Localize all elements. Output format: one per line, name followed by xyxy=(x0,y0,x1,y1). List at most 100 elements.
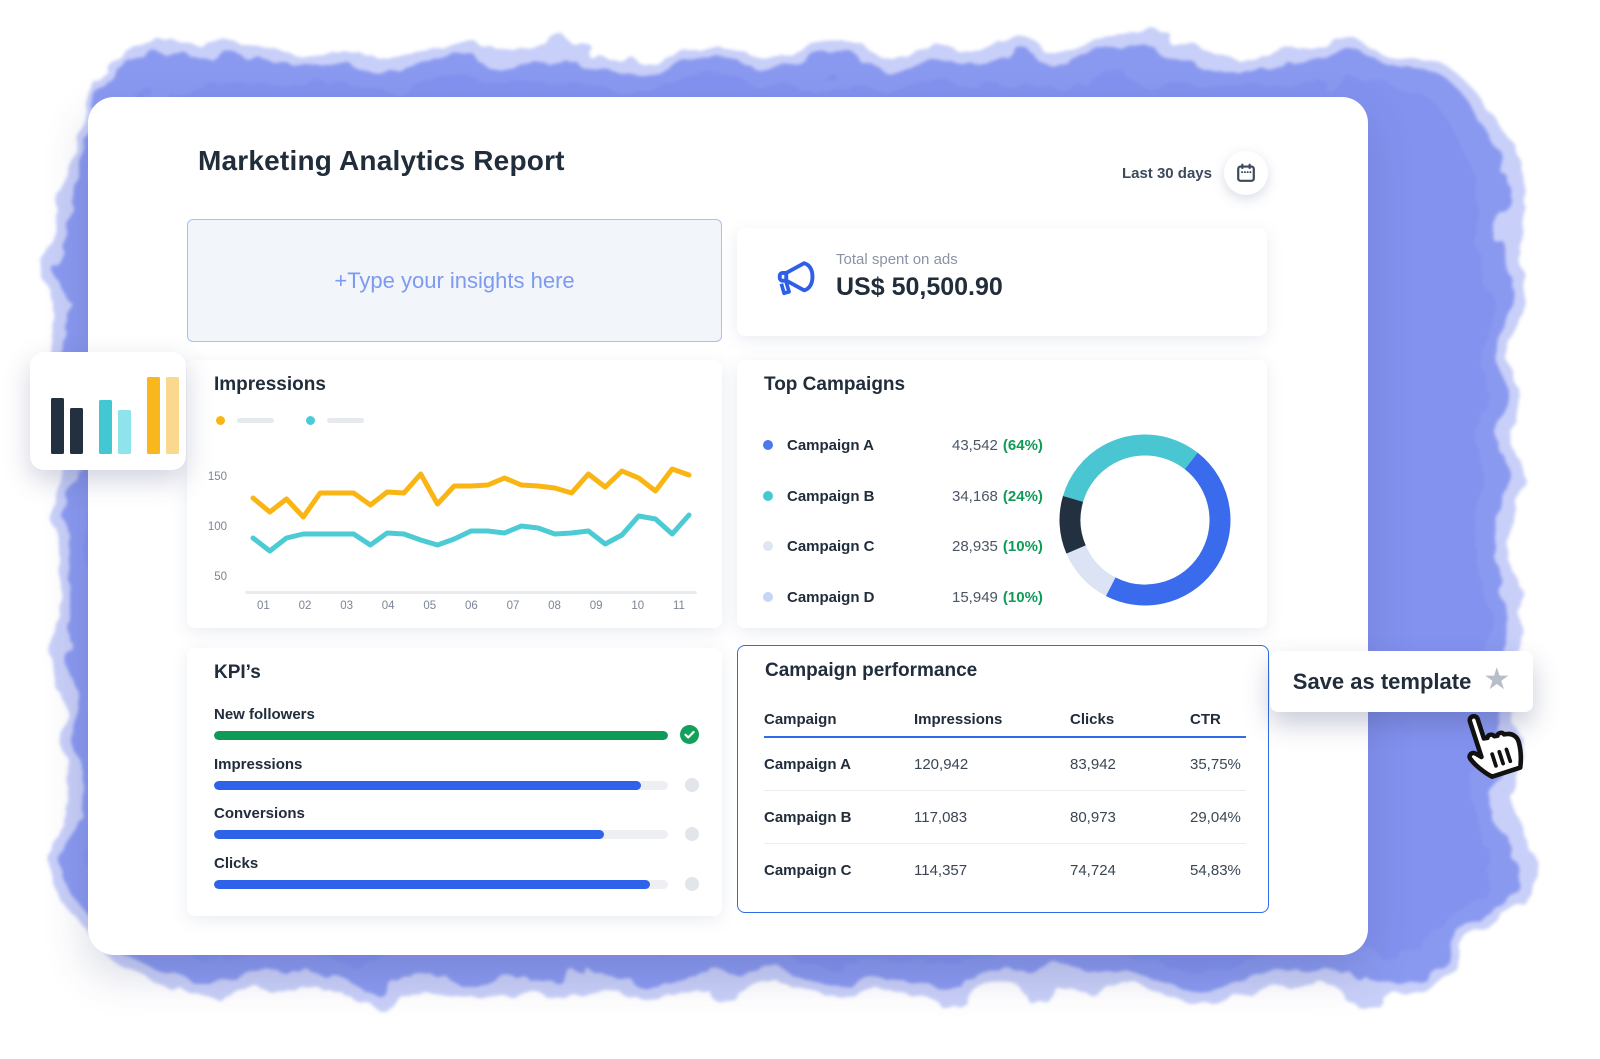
kpi-progress-bar xyxy=(214,880,668,889)
campaign-performance-card[interactable]: Campaign performance Campaign Impression… xyxy=(737,645,1269,913)
campaign-legend-row: Campaign C 28,935 (10%) xyxy=(763,534,1053,558)
bar-chart-icon xyxy=(147,377,160,454)
save-as-template-button[interactable]: Save as template ★ xyxy=(1270,651,1533,712)
campaign-d-dot-icon xyxy=(763,592,773,602)
total-spent-card: Total spent on ads US$ 50,500.90 xyxy=(737,228,1267,336)
insights-input[interactable]: +Type your insights here xyxy=(187,219,722,342)
calendar-button[interactable] xyxy=(1224,151,1268,195)
campaign-legend-row: Campaign A 43,542 (64%) xyxy=(763,433,1053,457)
kpi-status xyxy=(685,778,699,792)
bar-chart-icon xyxy=(70,408,83,454)
campaign-value: 28,935 xyxy=(952,537,998,555)
bar-chart-icon xyxy=(51,398,64,454)
calendar-icon xyxy=(1237,163,1255,182)
cell-ctr: 29,04% xyxy=(1190,808,1241,826)
campaigns-donut-chart xyxy=(1059,434,1231,606)
star-icon: ★ xyxy=(1483,663,1511,696)
campaign-b-dot-icon xyxy=(763,491,773,501)
x-label: 09 xyxy=(589,600,603,612)
campaign-label: Campaign C xyxy=(787,537,875,555)
date-range-control: Last 30 days xyxy=(1122,151,1268,195)
cell-impressions: 117,083 xyxy=(914,808,968,826)
campaign-performance-table: Campaign Impressions Clicks CTR Campaign… xyxy=(764,702,1246,897)
x-label: 11 xyxy=(672,600,685,612)
kpi-status xyxy=(685,877,699,891)
series-2-legend-placeholder xyxy=(327,418,364,423)
y-tick-100: 100 xyxy=(207,521,227,533)
campaign-value: 15,949 xyxy=(952,588,998,606)
kpi-title: KPI’s xyxy=(214,662,261,683)
kpi-status xyxy=(680,725,699,749)
report-card: Marketing Analytics Report Last 30 days … xyxy=(88,97,1368,955)
campaign-a-dot-icon xyxy=(763,440,773,450)
campaign-percent: (10%) xyxy=(1002,588,1043,606)
campaign-label: Campaign D xyxy=(787,588,875,606)
total-spent-label: Total spent on ads xyxy=(836,251,958,268)
x-label: 04 xyxy=(381,600,395,612)
kpi-label: Impressions xyxy=(214,756,303,773)
pending-dot-icon xyxy=(685,827,699,841)
date-range-label: Last 30 days xyxy=(1121,164,1212,182)
campaign-legend-row: Campaign B 34,168 (24%) xyxy=(763,484,1053,508)
bar-chart-icon xyxy=(99,400,112,454)
check-circle-icon xyxy=(680,725,699,744)
kpi-row: Clicks xyxy=(214,855,699,891)
kpi-row: New followers xyxy=(214,706,699,744)
impressions-title: Impressions xyxy=(214,374,326,395)
cell-campaign: Campaign B xyxy=(764,808,852,826)
x-label: 07 xyxy=(506,600,520,612)
table-row: Campaign A 120,942 83,942 35,75% xyxy=(764,738,1246,791)
kpi-progress-bar xyxy=(214,830,668,839)
x-label: 08 xyxy=(548,600,561,612)
x-label: 05 xyxy=(423,600,437,612)
cell-clicks: 80,973 xyxy=(1070,808,1116,826)
pending-dot-icon xyxy=(685,877,699,891)
cell-clicks: 74,724 xyxy=(1070,862,1116,879)
campaign-value: 34,168 xyxy=(952,487,998,505)
impressions-chart-card: Impressions 150 100 50 01 02 03 04 05 06… xyxy=(187,360,722,628)
x-label: 06 xyxy=(464,600,478,612)
campaign-percent: (64%) xyxy=(1002,436,1043,454)
series-1-legend-dot-icon xyxy=(216,416,225,425)
campaign-performance-title: Campaign performance xyxy=(765,660,978,681)
kpi-progress-bar xyxy=(214,731,668,740)
kpi-progress-bar xyxy=(214,781,668,790)
top-campaigns-title: Top Campaigns xyxy=(764,374,906,395)
bar-chart-icon xyxy=(166,377,179,454)
col-header-impressions: Impressions xyxy=(914,710,1003,728)
col-header-campaign: Campaign xyxy=(764,710,837,728)
cell-impressions: 114,357 xyxy=(914,862,968,879)
kpi-row: Impressions xyxy=(214,756,699,792)
kpi-label: Conversions xyxy=(214,805,305,822)
table-row: Campaign B 117,083 80,973 29,04% xyxy=(764,791,1246,844)
y-tick-50: 50 xyxy=(214,571,227,583)
x-label: 10 xyxy=(631,600,645,612)
campaign-value: 43,542 xyxy=(952,436,998,454)
cursor-hand-icon xyxy=(1467,713,1524,780)
page-title: Marketing Analytics Report xyxy=(198,145,565,176)
save-as-template-label: Save as template xyxy=(1292,668,1472,694)
bar-chart-icon xyxy=(118,410,131,454)
cell-ctr: 54,83% xyxy=(1190,862,1241,879)
campaign-c-dot-icon xyxy=(763,541,773,551)
x-axis-line xyxy=(245,591,697,594)
kpi-label: Clicks xyxy=(214,855,259,872)
col-header-ctr: CTR xyxy=(1190,710,1221,728)
pending-dot-icon xyxy=(685,778,699,792)
cell-impressions: 120,942 xyxy=(914,755,969,773)
campaign-label: Campaign A xyxy=(787,436,874,454)
series-2-legend-dot-icon xyxy=(306,416,315,425)
kpi-label: New followers xyxy=(214,706,315,723)
top-campaigns-card: Top Campaigns Campaign A 43,542 (64%) Ca… xyxy=(737,360,1267,628)
x-axis-labels: 01 02 03 04 05 06 07 08 09 10 11 xyxy=(245,600,697,612)
campaign-label: Campaign B xyxy=(787,487,875,505)
col-header-clicks: Clicks xyxy=(1070,710,1115,728)
campaign-percent: (10%) xyxy=(1002,537,1043,555)
table-header-row: Campaign Impressions Clicks CTR xyxy=(764,702,1246,738)
mini-bar-chart-widget[interactable] xyxy=(30,352,186,470)
impressions-legend xyxy=(216,416,364,425)
total-spent-value: US$ 50,500.90 xyxy=(836,273,1003,301)
table-row: Campaign C 114,357 74,724 54,83% xyxy=(764,844,1246,897)
cell-ctr: 35,75% xyxy=(1190,755,1241,773)
